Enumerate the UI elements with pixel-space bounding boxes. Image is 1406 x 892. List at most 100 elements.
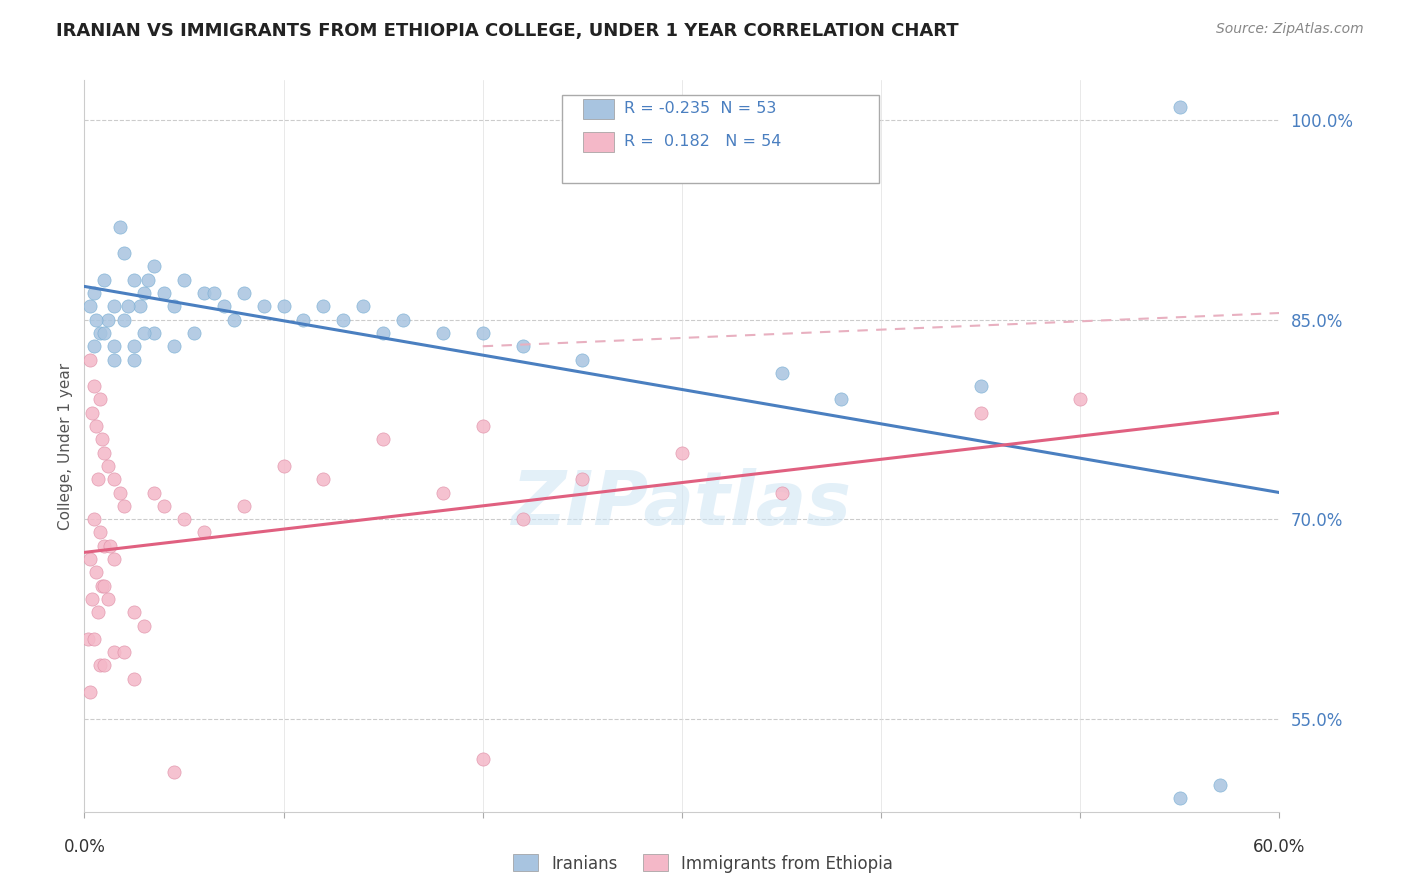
- Point: [129, 299, 152, 313]
- Point: [93, 539, 115, 553]
- Point: [163, 299, 186, 313]
- Point: [79, 685, 101, 699]
- Point: [86, 312, 108, 326]
- Point: [1069, 392, 1091, 407]
- Point: [103, 552, 125, 566]
- Point: [79, 552, 101, 566]
- Point: [432, 485, 454, 500]
- Point: [103, 645, 125, 659]
- Point: [93, 858, 115, 872]
- Point: [122, 273, 145, 287]
- Point: [112, 645, 135, 659]
- Point: [79, 299, 101, 313]
- Point: [471, 751, 494, 765]
- Point: [83, 339, 105, 353]
- Point: [512, 512, 534, 526]
- Point: [103, 472, 125, 486]
- Point: [83, 286, 105, 301]
- Point: [143, 485, 166, 500]
- Point: [970, 379, 993, 393]
- Point: [312, 299, 335, 313]
- Point: [212, 299, 235, 313]
- Point: [163, 339, 186, 353]
- Point: [1168, 791, 1191, 805]
- Point: [87, 472, 110, 486]
- Point: [312, 472, 335, 486]
- Point: [332, 312, 354, 326]
- Text: IRANIAN VS IMMIGRANTS FROM ETHIOPIA COLLEGE, UNDER 1 YEAR CORRELATION CHART: IRANIAN VS IMMIGRANTS FROM ETHIOPIA COLL…: [56, 22, 959, 40]
- Point: [93, 579, 115, 593]
- Point: [163, 764, 186, 779]
- Point: [122, 672, 145, 686]
- Point: [173, 512, 195, 526]
- Point: [122, 339, 145, 353]
- Point: [93, 445, 115, 459]
- Point: [97, 591, 120, 606]
- Point: [136, 273, 159, 287]
- Point: [770, 485, 793, 500]
- Point: [86, 419, 108, 434]
- Point: [222, 312, 245, 326]
- Point: [571, 472, 593, 486]
- Point: [112, 499, 135, 513]
- Text: R = -0.235  N = 53: R = -0.235 N = 53: [624, 102, 776, 116]
- Point: [82, 591, 104, 606]
- Point: [122, 352, 145, 367]
- Text: R =  0.182   N = 54: R = 0.182 N = 54: [624, 135, 782, 149]
- Point: [830, 392, 852, 407]
- Point: [89, 658, 111, 673]
- Point: [82, 406, 104, 420]
- Text: 60.0%: 60.0%: [1253, 838, 1306, 856]
- Point: [970, 406, 993, 420]
- Point: [232, 286, 254, 301]
- Point: [79, 884, 101, 892]
- Point: [373, 433, 395, 447]
- Point: [202, 286, 225, 301]
- Point: [89, 392, 111, 407]
- Point: [122, 605, 145, 619]
- Point: [193, 525, 215, 540]
- Point: [97, 312, 120, 326]
- Point: [173, 273, 195, 287]
- Point: [98, 539, 121, 553]
- Point: [132, 286, 156, 301]
- Point: [91, 579, 114, 593]
- Text: ZIPatlas: ZIPatlas: [512, 468, 852, 541]
- Point: [97, 458, 120, 473]
- Point: [79, 352, 101, 367]
- Point: [86, 566, 108, 580]
- Text: Source: ZipAtlas.com: Source: ZipAtlas.com: [1216, 22, 1364, 37]
- Point: [471, 419, 494, 434]
- Point: [183, 326, 205, 340]
- Point: [93, 658, 115, 673]
- Point: [132, 618, 156, 632]
- Point: [352, 299, 374, 313]
- Point: [117, 299, 139, 313]
- Point: [671, 445, 693, 459]
- Point: [103, 299, 125, 313]
- Point: [93, 326, 115, 340]
- Point: [91, 433, 114, 447]
- Point: [292, 312, 315, 326]
- Point: [110, 485, 132, 500]
- Point: [770, 366, 793, 380]
- Point: [103, 339, 125, 353]
- Point: [83, 512, 105, 526]
- Point: [103, 352, 125, 367]
- Point: [1209, 778, 1232, 792]
- Y-axis label: College, Under 1 year: College, Under 1 year: [58, 362, 73, 530]
- Point: [112, 312, 135, 326]
- Point: [253, 299, 276, 313]
- Point: [89, 326, 111, 340]
- Point: [232, 499, 254, 513]
- Point: [93, 273, 115, 287]
- Point: [571, 352, 593, 367]
- Point: [1168, 100, 1191, 114]
- Point: [77, 632, 100, 646]
- Point: [143, 260, 166, 274]
- Point: [112, 246, 135, 260]
- Point: [432, 326, 454, 340]
- Point: [83, 379, 105, 393]
- Point: [143, 326, 166, 340]
- Point: [273, 458, 295, 473]
